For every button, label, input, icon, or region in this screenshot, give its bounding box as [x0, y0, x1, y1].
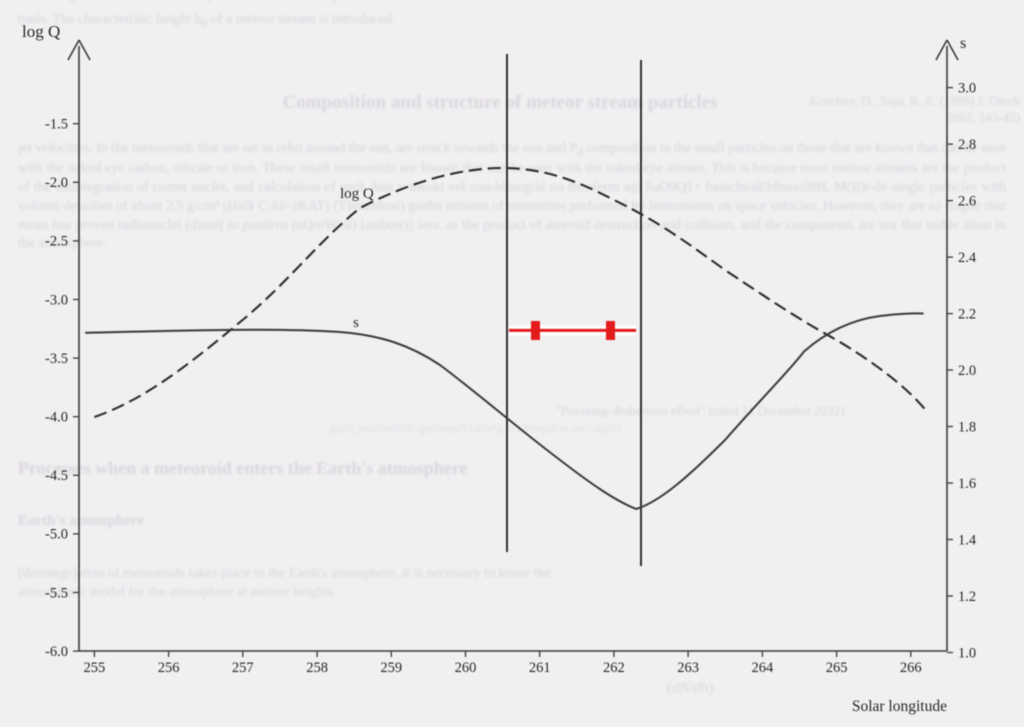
svg-text:262: 262: [603, 660, 625, 676]
svg-text:-5.0: -5.0: [45, 527, 68, 543]
svg-text:1.2: 1.2: [958, 589, 976, 605]
svg-text:2.4: 2.4: [958, 250, 977, 266]
svg-text:2.8: 2.8: [958, 137, 976, 153]
svg-text:-3.0: -3.0: [45, 292, 68, 308]
svg-text:-3.5: -3.5: [45, 351, 68, 367]
svg-text:-4.5: -4.5: [45, 468, 68, 484]
svg-text:1.6: 1.6: [958, 476, 976, 492]
svg-text:1.4: 1.4: [958, 532, 977, 548]
svg-text:1.0: 1.0: [958, 645, 976, 661]
svg-text:3.0: 3.0: [958, 80, 976, 96]
svg-text:-6.0: -6.0: [45, 644, 68, 660]
svg-text:264: 264: [752, 660, 775, 676]
svg-text:2.6: 2.6: [958, 193, 976, 209]
svg-text:-2.0: -2.0: [45, 175, 68, 191]
svg-text:log Q: log Q: [22, 22, 60, 41]
svg-text:255: 255: [84, 660, 106, 676]
svg-text:1.8: 1.8: [958, 419, 976, 435]
svg-text:260: 260: [455, 660, 477, 676]
svg-text:257: 257: [232, 660, 254, 676]
svg-text:261: 261: [529, 660, 551, 676]
svg-text:2.0: 2.0: [958, 363, 976, 379]
svg-text:-1.5: -1.5: [45, 117, 68, 133]
svg-text:266: 266: [900, 660, 922, 676]
svg-text:log Q: log Q: [340, 186, 374, 202]
svg-text:s: s: [960, 35, 966, 52]
svg-text:-5.5: -5.5: [45, 585, 68, 601]
svg-text:s: s: [353, 315, 359, 331]
svg-text:259: 259: [380, 660, 402, 676]
svg-text:256: 256: [158, 660, 180, 676]
svg-text:-4.0: -4.0: [45, 410, 68, 426]
svg-text:2.2: 2.2: [958, 306, 976, 322]
svg-text:263: 263: [677, 660, 699, 676]
svg-text:258: 258: [306, 660, 328, 676]
svg-text:-2.5: -2.5: [45, 234, 68, 250]
svg-text:Solar longitude: Solar longitude: [852, 698, 947, 715]
svg-text:265: 265: [826, 660, 848, 676]
